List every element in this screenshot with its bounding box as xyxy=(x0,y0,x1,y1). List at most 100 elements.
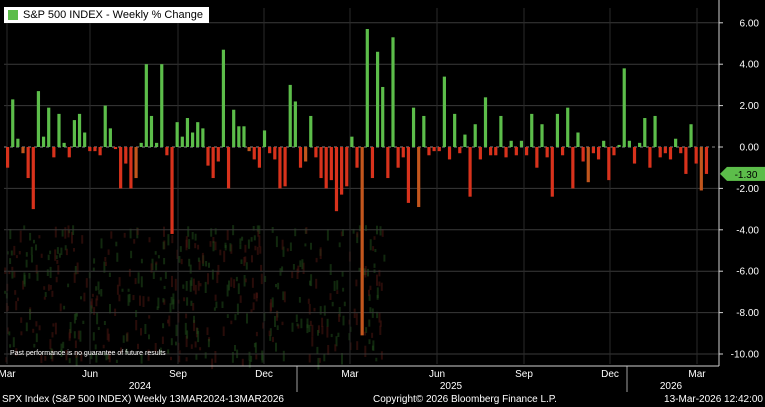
noise-mark xyxy=(372,246,375,251)
x-tick-label: Mar xyxy=(341,369,359,380)
noise-mark xyxy=(343,301,346,307)
noise-mark xyxy=(132,295,135,301)
noise-mark xyxy=(128,268,131,277)
bar xyxy=(62,142,66,147)
noise-mark xyxy=(56,259,59,264)
bar xyxy=(211,147,215,179)
year-label: 2025 xyxy=(440,381,463,392)
background-noise xyxy=(4,225,386,370)
bar xyxy=(417,147,421,208)
bar xyxy=(273,147,277,160)
noise-mark xyxy=(193,315,195,323)
noise-mark xyxy=(329,293,332,300)
bar xyxy=(257,147,261,168)
noise-mark xyxy=(307,298,310,304)
noise-mark xyxy=(54,249,57,261)
noise-mark xyxy=(224,242,227,248)
noise-mark xyxy=(198,260,201,270)
noise-mark xyxy=(368,319,371,327)
bar xyxy=(11,99,15,147)
noise-mark xyxy=(74,340,77,349)
noise-mark xyxy=(168,315,171,327)
noise-mark xyxy=(107,333,110,342)
noise-mark xyxy=(296,268,299,279)
bar xyxy=(170,147,174,234)
noise-mark xyxy=(376,287,379,299)
noise-mark xyxy=(250,309,253,313)
noise-mark xyxy=(230,277,233,287)
noise-mark xyxy=(250,237,253,242)
bar xyxy=(663,147,667,154)
y-tick-label: 0.00 xyxy=(740,143,760,154)
noise-mark xyxy=(65,350,68,361)
noise-mark xyxy=(367,268,369,277)
bar xyxy=(360,147,364,336)
bar xyxy=(519,140,524,147)
bar xyxy=(483,97,488,147)
noise-mark xyxy=(171,275,173,288)
noise-mark xyxy=(222,326,225,336)
noise-mark xyxy=(6,327,9,334)
bar xyxy=(190,132,195,147)
noise-mark xyxy=(373,236,376,240)
noise-mark xyxy=(277,282,280,290)
noise-mark xyxy=(190,300,193,306)
noise-mark xyxy=(214,351,217,363)
noise-mark xyxy=(29,309,31,320)
noise-mark xyxy=(336,290,339,294)
noise-mark xyxy=(14,290,17,295)
y-tick-label: 4.00 xyxy=(740,60,760,71)
noise-mark xyxy=(379,320,382,327)
noise-mark xyxy=(258,235,261,248)
disclaimer-text: Past performance is no guarantee of futu… xyxy=(10,350,166,357)
noise-mark xyxy=(11,270,14,279)
noise-mark xyxy=(353,308,356,318)
noise-mark xyxy=(243,275,246,287)
bar xyxy=(314,147,318,158)
noise-mark xyxy=(167,234,170,246)
noise-mark xyxy=(142,296,145,307)
bar xyxy=(232,109,236,147)
noise-mark xyxy=(338,307,341,317)
noise-mark xyxy=(107,249,110,255)
noise-mark xyxy=(189,280,192,292)
noise-mark xyxy=(55,255,58,259)
noise-mark xyxy=(62,341,65,349)
noise-mark xyxy=(210,228,213,237)
noise-mark xyxy=(90,298,93,309)
legend-swatch xyxy=(8,10,18,20)
noise-mark xyxy=(9,344,12,348)
noise-mark xyxy=(270,299,272,311)
noise-mark xyxy=(327,345,330,355)
noise-mark xyxy=(178,256,181,263)
noise-mark xyxy=(262,322,265,329)
noise-mark xyxy=(120,347,123,355)
bar xyxy=(185,118,190,147)
bar xyxy=(607,147,611,181)
noise-mark xyxy=(256,246,259,255)
noise-mark xyxy=(259,246,262,254)
noise-mark xyxy=(371,308,374,318)
noise-mark xyxy=(368,289,370,297)
noise-mark xyxy=(310,242,312,250)
noise-mark xyxy=(76,312,78,317)
noise-mark xyxy=(340,231,343,237)
bar-series xyxy=(6,29,709,336)
noise-mark xyxy=(134,278,137,285)
noise-mark xyxy=(311,336,314,347)
noise-mark xyxy=(199,347,202,351)
noise-mark xyxy=(163,226,165,237)
noise-mark xyxy=(296,323,299,327)
noise-mark xyxy=(192,278,195,291)
noise-mark xyxy=(33,239,35,244)
last-value-box xyxy=(727,166,765,181)
noise-mark xyxy=(369,307,372,314)
noise-mark xyxy=(8,331,11,336)
noise-mark xyxy=(201,252,204,264)
x-tick-label: Dec xyxy=(601,369,619,380)
noise-mark xyxy=(20,331,23,336)
noise-mark xyxy=(96,295,99,301)
noise-mark xyxy=(49,266,52,278)
noise-mark xyxy=(178,355,181,363)
noise-mark xyxy=(133,239,136,244)
